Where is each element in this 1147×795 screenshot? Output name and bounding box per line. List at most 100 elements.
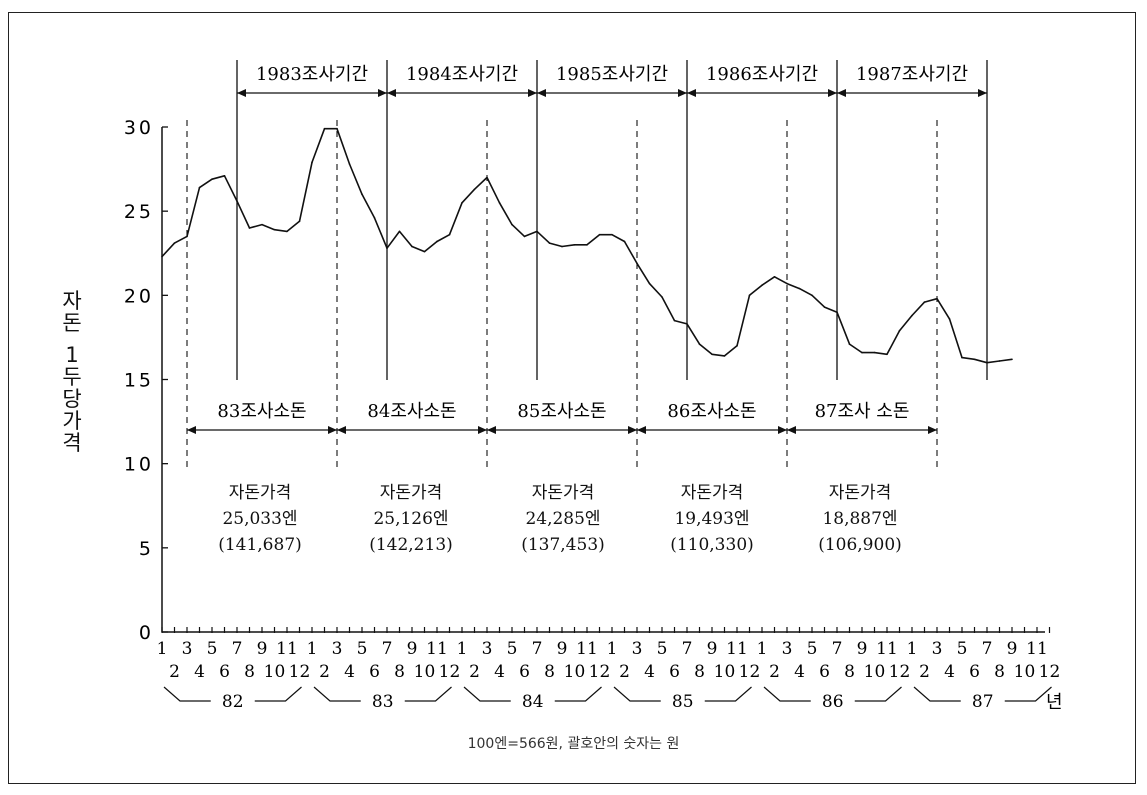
price-point [498,201,501,204]
x-tick-label-odd: 9 [557,639,568,659]
x-tick-label-even: 12 [289,662,311,682]
x-tick-label-odd: 7 [682,639,693,659]
price-point [573,244,576,246]
price-point [173,242,176,244]
x-tick-label-even: 10 [714,662,736,682]
x-tick-label-odd: 3 [482,639,493,659]
price-point [548,242,551,244]
price-point [511,223,513,226]
x-tick-label-even: 12 [1039,662,1061,682]
price-block-84: 자돈가격 25,126엔 (142,213) [336,480,486,558]
price-point [348,163,351,165]
price-point [298,220,301,223]
x-tick-label-odd: 5 [507,639,518,659]
price-block-won: (110,330) [670,535,754,555]
y-tick-label: 0 [139,622,154,644]
y-axis-label-char: 당 [62,387,82,411]
survey-period-label: 1984조사기간 [406,64,518,85]
price-block-yen: 25,033엔 [222,509,298,529]
price-point [698,343,701,345]
survey-period-label: 1985조사기간 [556,64,668,85]
price-block-won: (142,213) [369,535,453,555]
year-bracket-left [763,686,811,702]
price-point [611,233,613,236]
survey-sow-arrow-head-left [787,426,796,434]
x-tick-label-odd: 11 [426,639,448,659]
y-tick-label: 30 [124,117,154,139]
x-tick-label-even: 12 [739,662,761,682]
price-block-yen: 25,126엔 [373,509,449,529]
x-tick-label-even: 2 [469,662,480,682]
x-tick-label-even: 8 [394,662,405,682]
x-tick-label-even: 10 [1014,662,1036,682]
survey-sow-arrow-head-right [778,426,787,434]
y-axis-label-char: 돈 [62,311,82,335]
price-point [661,296,663,298]
price-point [398,230,401,233]
survey-sow-arrow-head-left [637,426,646,434]
x-tick-label-even: 2 [169,662,180,682]
price-block-title: 자돈가격 [379,483,443,503]
year-bracket-right [854,686,902,702]
x-tick-label-odd: 1 [157,639,168,659]
price-point [723,355,726,357]
survey-sow-label: 87조사 소돈 [815,401,910,422]
y-axis-label-char: 자 [62,289,82,313]
survey-period-label: 1986조사기간 [706,64,818,85]
price-point [373,217,376,219]
x-tick-label-odd: 9 [707,639,718,659]
x-tick-label-odd: 11 [276,639,298,659]
price-point [761,284,763,287]
y-axis-label-char: 가 [62,409,82,433]
x-tick-label-odd: 3 [782,639,793,659]
x-tick-label-odd: 3 [182,639,193,659]
year-label: 82 [222,692,244,712]
x-tick-label-even: 12 [439,662,461,682]
price-point [873,351,876,354]
x-tick-label-odd: 5 [357,639,368,659]
price-point [536,230,538,233]
price-block-85: 자돈가격 24,285엔 (137,453) [488,480,638,558]
x-tick-label-odd: 11 [1026,639,1048,659]
x-tick-label-odd: 11 [726,639,748,659]
survey-period-arrow-head-left [237,89,246,97]
price-point [648,282,651,285]
year-bracket-left [913,686,961,702]
y-tick-label: 5 [139,538,154,560]
year-bracket-right [554,686,602,702]
x-tick-label-odd: 1 [757,639,768,659]
x-tick-label-even: 10 [414,662,436,682]
x-tick-label-odd: 9 [857,639,868,659]
survey-sow-label: 84조사소돈 [367,401,456,422]
year-bracket-right [704,686,752,702]
x-tick-label-even: 8 [694,662,705,682]
price-point [286,230,288,233]
footnote: 100엔=566원, 괄호안의 숫자는 원 [467,736,680,752]
price-point [311,161,313,164]
year-label: 86 [822,692,844,712]
price-point [486,176,488,179]
price-point [948,318,951,320]
y-axis-label-char: 격 [62,431,82,455]
price-point [598,233,601,236]
x-tick-label-odd: 7 [982,639,993,659]
price-block-83: 자돈가격 25,033엔 (141,687) [185,480,335,558]
price-point [561,245,563,248]
x-tick-label-odd: 3 [932,639,943,659]
price-block-yen: 18,887엔 [822,509,898,529]
x-tick-label-even: 10 [564,662,586,682]
survey-sow-arrow-head-left [487,426,496,434]
x-tick-label-even: 4 [344,662,355,682]
price-point [361,193,363,196]
price-block-title: 자돈가격 [531,483,595,503]
price-point [961,356,963,359]
price-point [336,127,338,130]
price-point [236,200,238,202]
price-point [923,301,926,303]
price-point [911,314,913,317]
price-point [773,276,776,278]
y-tick-label: 10 [124,454,154,476]
x-tick-label-even: 6 [969,662,980,682]
